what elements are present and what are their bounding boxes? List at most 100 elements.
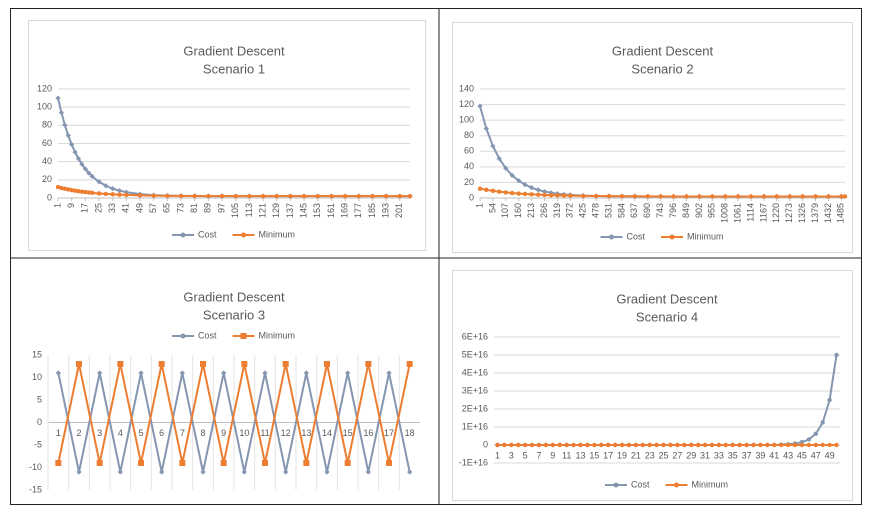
marker — [283, 469, 289, 475]
x-tick-label: 15 — [589, 450, 599, 460]
x-tick-label: 41 — [769, 450, 779, 460]
marker — [55, 184, 61, 190]
marker — [477, 103, 483, 109]
x-tick-label: 796 — [668, 203, 678, 218]
x-tick-label: 5 — [523, 450, 528, 460]
y-tick-label: 100 — [37, 102, 52, 112]
x-tick-label: 33 — [714, 450, 724, 460]
marker — [345, 370, 351, 376]
marker — [502, 442, 507, 448]
x-tick-label: 319 — [552, 203, 562, 218]
x-tick-label: 41 — [121, 203, 131, 213]
marker — [159, 469, 165, 475]
x-tick-label: 89 — [203, 203, 213, 213]
marker — [645, 194, 650, 199]
x-tick-label: 372 — [565, 203, 575, 218]
y-tick-label: -1E+16 — [459, 457, 488, 467]
marker — [806, 442, 812, 448]
marker — [178, 193, 184, 199]
x-tick-label: 849 — [681, 203, 691, 218]
x-tick-label: 7 — [180, 428, 185, 438]
x-tick-label: 161 — [326, 203, 336, 218]
marker — [509, 172, 515, 178]
marker — [758, 442, 763, 448]
marker — [675, 442, 680, 448]
x-tick-label: 160 — [513, 203, 523, 218]
x-tick-label: 121 — [257, 203, 267, 218]
legend-marker — [669, 234, 675, 240]
x-tick-label: 7 — [536, 450, 541, 460]
marker — [785, 442, 791, 448]
marker — [568, 193, 573, 198]
y-tick-label: 100 — [459, 115, 474, 125]
x-tick-label: 266 — [539, 203, 549, 218]
marker — [619, 442, 625, 448]
marker — [200, 469, 206, 475]
marker — [386, 460, 392, 466]
marker — [806, 437, 812, 442]
x-tick-label: 1432 — [823, 203, 833, 223]
marker — [748, 194, 754, 199]
marker — [58, 110, 65, 116]
marker — [571, 442, 576, 448]
marker — [110, 186, 116, 192]
marker — [593, 193, 599, 199]
x-tick-label: 690 — [642, 203, 652, 218]
marker — [751, 442, 756, 448]
x-tick-label: 49 — [825, 450, 835, 460]
marker — [640, 442, 645, 448]
y-tick-label: 80 — [42, 120, 52, 130]
marker — [564, 442, 569, 448]
legend-marker — [180, 232, 186, 238]
chart-frame — [452, 270, 853, 501]
series-line — [57, 372, 411, 473]
marker — [103, 183, 109, 189]
marker — [774, 194, 780, 199]
marker — [158, 361, 165, 367]
marker — [241, 361, 248, 367]
x-tick-label: 107 — [500, 203, 510, 218]
marker — [541, 188, 548, 195]
marker — [516, 442, 521, 448]
marker — [716, 442, 722, 448]
x-tick-label: 31 — [700, 450, 710, 460]
x-tick-label: 65 — [162, 203, 172, 213]
marker — [813, 431, 818, 437]
marker — [522, 442, 528, 448]
marker — [138, 460, 144, 466]
y-tick-label: 10 — [32, 372, 42, 382]
marker — [301, 193, 307, 199]
y-tick-label: 6E+16 — [462, 331, 488, 341]
x-tick-label: 17 — [603, 450, 613, 460]
marker — [96, 179, 102, 185]
marker — [247, 193, 252, 199]
x-tick-label: 18 — [405, 428, 415, 438]
marker — [83, 189, 88, 195]
chart-title: Gradient Descent — [612, 43, 714, 58]
legend-marker — [609, 234, 614, 240]
legend-label: Cost — [198, 229, 217, 239]
chart-subtitle: Scenario 3 — [203, 307, 265, 322]
marker — [62, 186, 68, 191]
x-tick-label: 12 — [281, 428, 291, 438]
marker — [827, 442, 832, 448]
marker — [262, 460, 268, 466]
x-tick-label: 145 — [298, 203, 308, 218]
marker — [735, 194, 741, 199]
marker — [383, 193, 389, 199]
marker — [315, 193, 320, 199]
marker — [632, 194, 638, 199]
marker — [117, 361, 124, 367]
y-tick-label: 15 — [32, 349, 42, 359]
legend-label: Cost — [198, 330, 217, 340]
x-tick-label: 97 — [216, 203, 226, 213]
marker — [282, 361, 289, 367]
legend-label: Cost — [627, 231, 646, 241]
marker — [606, 193, 612, 199]
marker — [55, 370, 61, 376]
marker — [561, 193, 567, 198]
marker — [69, 141, 75, 148]
marker — [658, 194, 663, 199]
marker — [612, 442, 618, 448]
marker — [799, 442, 805, 448]
